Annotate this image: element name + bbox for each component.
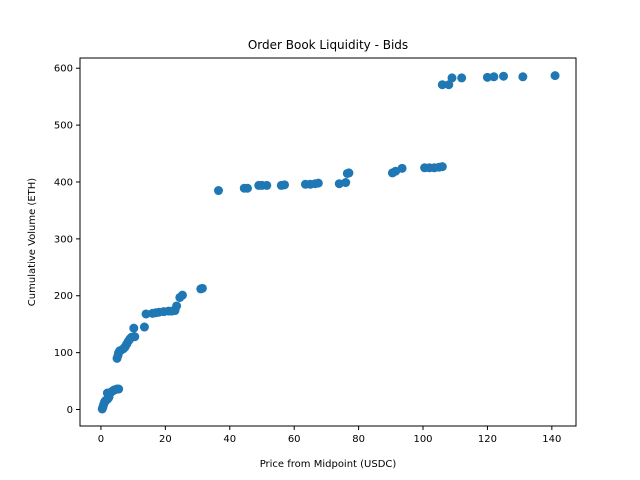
- data-point-69: [447, 73, 457, 83]
- x-tick-label-4: 80: [352, 434, 365, 445]
- data-point-68: [444, 80, 454, 90]
- x-axis: 0 20 40 60 80 100 120 140: [98, 426, 561, 445]
- data-point-56: [341, 178, 351, 188]
- data-point-54: [313, 178, 323, 188]
- y-tick-label-5: 500: [54, 121, 73, 132]
- data-point-27: [130, 332, 140, 342]
- x-tick-label-3: 60: [288, 434, 301, 445]
- x-tick-label-0: 0: [98, 434, 104, 445]
- x-tick-label-6: 120: [478, 434, 497, 445]
- x-tick-label-7: 140: [542, 434, 561, 445]
- chart-title: Order Book Liquidity - Bids: [248, 38, 408, 52]
- x-axis-label: Price from Midpoint (USDC): [260, 459, 397, 470]
- y-tick-label-4: 400: [54, 177, 73, 188]
- data-point-28: [129, 323, 139, 333]
- data-point-50: [280, 180, 290, 190]
- y-tick-label-6: 600: [54, 64, 73, 75]
- data-point-58: [344, 168, 354, 178]
- points-layer: [97, 71, 560, 414]
- y-tick-label-1: 100: [54, 348, 73, 359]
- data-point-30: [141, 309, 151, 319]
- data-point-67: [437, 80, 447, 90]
- data-point-45: [242, 183, 252, 193]
- y-tick-label-0: 0: [67, 405, 73, 416]
- data-point-74: [518, 72, 528, 82]
- data-point-70: [457, 73, 467, 83]
- data-point-40: [177, 290, 187, 300]
- data-point-75: [550, 71, 560, 81]
- y-axis: 0 100 200 300 400 500 600: [54, 64, 80, 416]
- data-point-29: [139, 322, 149, 332]
- x-tick-label-2: 40: [223, 434, 236, 445]
- x-tick-label-5: 100: [413, 434, 432, 445]
- plot-frame: [79, 57, 577, 427]
- y-axis-label: Cumulative Volume (ETH): [27, 178, 38, 306]
- data-point-43: [213, 186, 223, 196]
- data-point-15: [114, 384, 124, 394]
- y-tick-label-2: 200: [54, 291, 73, 302]
- x-tick-label-1: 20: [159, 434, 172, 445]
- data-point-61: [397, 163, 407, 173]
- data-point-73: [499, 71, 509, 81]
- y-tick-label-3: 300: [54, 234, 73, 245]
- data-point-38: [172, 301, 182, 311]
- data-point-48: [262, 180, 272, 190]
- data-point-71: [482, 72, 492, 82]
- data-point-72: [489, 72, 499, 82]
- data-point-66: [437, 162, 447, 172]
- data-point-42: [197, 283, 207, 293]
